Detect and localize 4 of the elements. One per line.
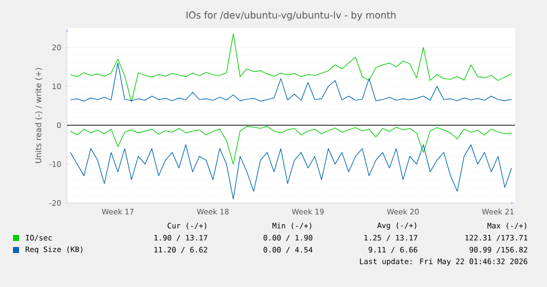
y-axis-title: Units read (-) / write (+)	[35, 68, 42, 163]
chart-title: IOs for /dev/ubuntu-vg/ubuntu-lv - by month	[186, 11, 396, 20]
line-series	[70, 144, 512, 200]
line-series	[70, 62, 512, 102]
